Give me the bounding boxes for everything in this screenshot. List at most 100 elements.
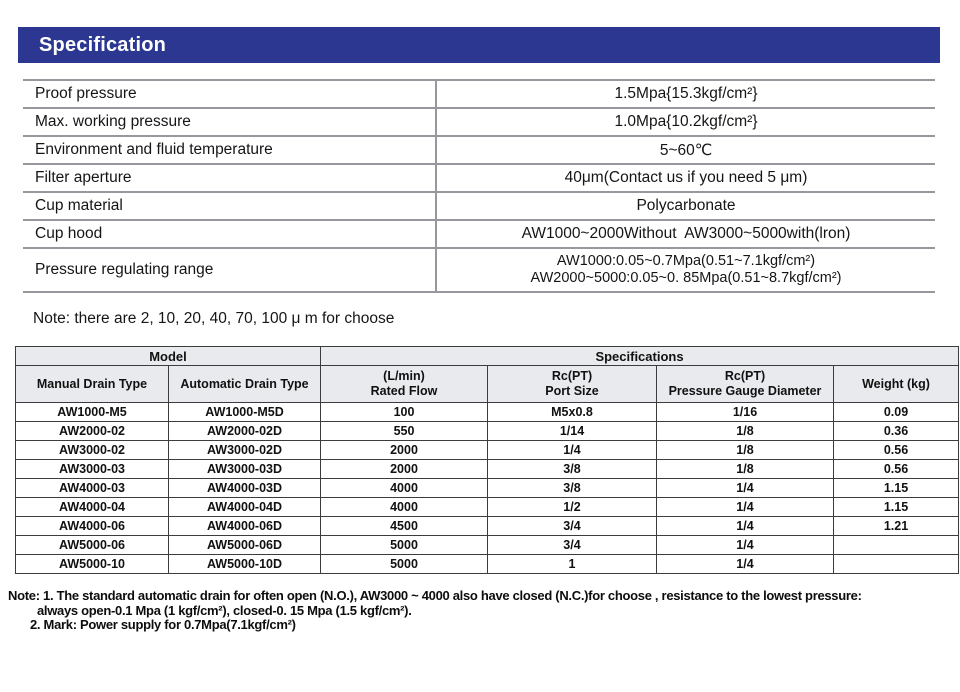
- table-row: AW4000-06 AW4000-06D 4500 3/4 1/4 1.21: [15, 516, 960, 536]
- spec-value: 5~60℃: [435, 137, 935, 163]
- spec-value: 1.0Mpa{10.2kgf/cm²}: [435, 109, 935, 135]
- cell-weight: 1.21: [832, 516, 960, 536]
- cell-gauge: 1/8: [656, 440, 834, 460]
- cell-port: 1/4: [487, 440, 657, 460]
- spec-label: Pressure regulating range: [35, 261, 214, 278]
- cell-gauge: 1/16: [656, 402, 834, 422]
- cell-flow: 2000: [320, 459, 488, 479]
- table-column-header-row: Manual Drain Type Automatic Drain Type (…: [15, 365, 960, 403]
- footnotes: Note: 1. The standard automatic drain fo…: [8, 588, 862, 633]
- col-header-gauge-diameter: Rc(PT) Pressure Gauge Diameter: [656, 365, 834, 403]
- col-header-rated-flow: (L/min) Rated Flow: [320, 365, 488, 403]
- cell-weight: [832, 554, 960, 574]
- cell-automatic: AW5000-10D: [168, 554, 321, 574]
- cell-manual: AW5000-06: [15, 535, 169, 555]
- table-row: AW4000-04 AW4000-04D 4000 1/2 1/4 1.15: [15, 497, 960, 517]
- cell-weight: 1.15: [832, 497, 960, 517]
- spec-value: AW1000:0.05~0.7Mpa(0.51~7.1kgf/cm²) AW20…: [435, 249, 935, 291]
- cell-gauge: 1/4: [656, 554, 834, 574]
- cell-port: M5x0.8: [487, 402, 657, 422]
- cell-flow: 100: [320, 402, 488, 422]
- table-row: AW3000-03 AW3000-03D 2000 3/8 1/8 0.56: [15, 459, 960, 479]
- table-row: AW3000-02 AW3000-02D 2000 1/4 1/8 0.56: [15, 440, 960, 460]
- cell-gauge: 1/4: [656, 535, 834, 555]
- spec-label: Proof pressure: [35, 85, 137, 102]
- cell-port: 3/8: [487, 478, 657, 498]
- spec-value: AW1000~2000Without AW3000~5000with(lron): [435, 221, 935, 247]
- cell-automatic: AW1000-M5D: [168, 402, 321, 422]
- spec-label: Max. working pressure: [35, 113, 191, 130]
- cell-weight: 1.15: [832, 478, 960, 498]
- cell-gauge: 1/4: [656, 497, 834, 517]
- cell-port: 3/4: [487, 535, 657, 555]
- cell-flow: 4000: [320, 478, 488, 498]
- model-table: Model Specifications Manual Drain Type A…: [15, 346, 960, 574]
- cell-manual: AW3000-02: [15, 440, 169, 460]
- group-header-model: Model: [15, 346, 321, 366]
- cell-flow: 4000: [320, 497, 488, 517]
- footnote-line3: 2. Mark: Power supply for 0.7Mpa(7.1kgf/…: [30, 617, 296, 632]
- cell-manual: AW4000-06: [15, 516, 169, 536]
- table-row: AW5000-10 AW5000-10D 5000 1 1/4: [15, 554, 960, 574]
- cell-gauge: 1/8: [656, 421, 834, 441]
- table-row: AW5000-06 AW5000-06D 5000 3/4 1/4: [15, 535, 960, 555]
- cell-manual: AW4000-03: [15, 478, 169, 498]
- spec-value: 1.5Mpa{15.3kgf/cm²}: [435, 81, 935, 107]
- spec-value: 40μm(Contact us if you need 5 μm): [435, 165, 935, 191]
- col-header-line: (L/min): [383, 369, 425, 384]
- col-header-weight: Weight (kg): [832, 365, 960, 403]
- col-header-line: Port Size: [545, 384, 599, 398]
- col-header-line: Rc(PT): [724, 369, 766, 384]
- table-row: AW2000-02 AW2000-02D 550 1/14 1/8 0.36: [15, 421, 960, 441]
- cell-gauge: 1/4: [656, 478, 834, 498]
- spec-value-line2: AW2000~5000:0.05~0. 85Mpa(0.51~8.7kgf/cm…: [530, 270, 842, 286]
- cell-weight: 0.09: [832, 402, 960, 422]
- table-row: AW1000-M5 AW1000-M5D 100 M5x0.8 1/16 0.0…: [15, 402, 960, 422]
- cell-automatic: AW4000-06D: [168, 516, 321, 536]
- col-header-manual-drain: Manual Drain Type: [15, 365, 169, 403]
- cell-automatic: AW3000-02D: [168, 440, 321, 460]
- footnote-line1: Note: 1. The standard automatic drain fo…: [8, 588, 862, 603]
- cell-automatic: AW4000-03D: [168, 478, 321, 498]
- cell-automatic: AW3000-03D: [168, 459, 321, 479]
- spec-row-max-working-pressure: Max. working pressure 1.0Mpa{10.2kgf/cm²…: [23, 107, 935, 135]
- cell-weight: 0.56: [832, 459, 960, 479]
- footnote-line2: always open-0.1 Mpa (1 kgf/cm²), closed-…: [37, 602, 412, 618]
- spec-value: Polycarbonate: [435, 193, 935, 219]
- spec-label: Environment and fluid temperature: [35, 141, 273, 158]
- spec-row-cup-material: Cup material Polycarbonate: [23, 191, 935, 219]
- group-header-specifications: Specifications: [319, 346, 960, 366]
- cell-manual: AW2000-02: [15, 421, 169, 441]
- table-group-header-row: Model Specifications: [15, 346, 960, 366]
- spec-label: Cup material: [35, 197, 123, 214]
- cell-port: 1/14: [487, 421, 657, 441]
- spec-row-cup-hood: Cup hood AW1000~2000Without AW3000~5000w…: [23, 219, 935, 247]
- spec-label: Cup hood: [35, 225, 103, 242]
- cell-weight: [832, 535, 960, 555]
- cell-weight: 0.56: [832, 440, 960, 460]
- spec-row-filter-aperture: Filter aperture 40μm(Contact us if you n…: [23, 163, 935, 191]
- table-row: AW4000-03 AW4000-03D 4000 3/8 1/4 1.15: [15, 478, 960, 498]
- cell-manual: AW5000-10: [15, 554, 169, 574]
- cell-flow: 550: [320, 421, 488, 441]
- cell-gauge: 1/8: [656, 459, 834, 479]
- spec-label: Filter aperture: [35, 169, 132, 186]
- cell-port: 3/8: [487, 459, 657, 479]
- cell-weight: 0.36: [832, 421, 960, 441]
- col-header-line: Rated Flow: [370, 384, 438, 398]
- cell-manual: AW4000-04: [15, 497, 169, 517]
- cell-flow: 2000: [320, 440, 488, 460]
- spec-row-pressure-regulating-range: Pressure regulating range AW1000:0.05~0.…: [23, 247, 935, 291]
- cell-port: 1/2: [487, 497, 657, 517]
- spec-row-proof-pressure: Proof pressure 1.5Mpa{15.3kgf/cm²}: [23, 79, 935, 107]
- cell-port: 1: [487, 554, 657, 574]
- spec-value-line1: AW1000:0.05~0.7Mpa(0.51~7.1kgf/cm²): [556, 253, 816, 269]
- cell-flow: 4500: [320, 516, 488, 536]
- col-header-line: Rc(PT): [551, 369, 593, 384]
- col-header-automatic-drain: Automatic Drain Type: [168, 365, 321, 403]
- col-header-port-size: Rc(PT) Port Size: [487, 365, 657, 403]
- cell-manual: AW3000-03: [15, 459, 169, 479]
- spec-row-temperature: Environment and fluid temperature 5~60℃: [23, 135, 935, 163]
- cell-port: 3/4: [487, 516, 657, 536]
- cell-manual: AW1000-M5: [15, 402, 169, 422]
